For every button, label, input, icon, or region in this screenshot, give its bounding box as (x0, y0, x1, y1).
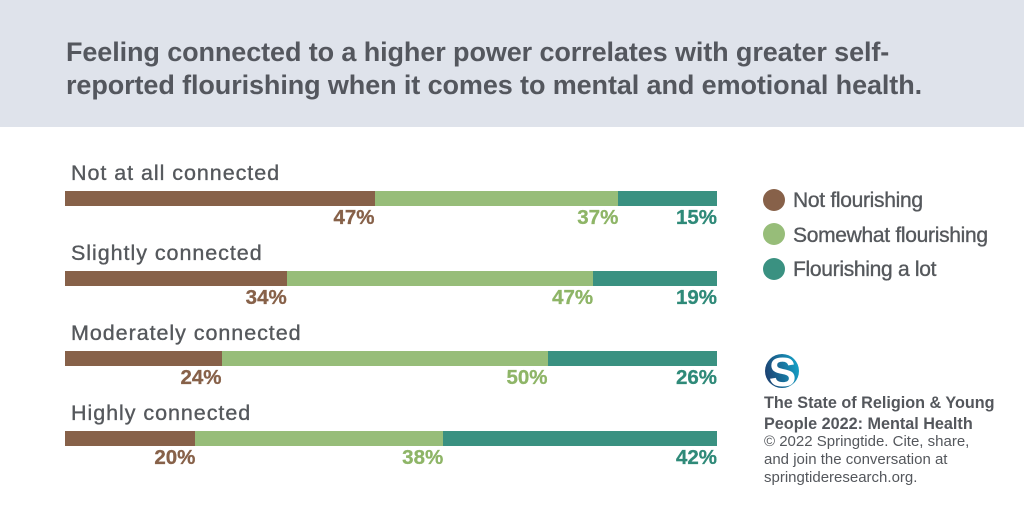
svg-text:S: S (769, 354, 796, 388)
